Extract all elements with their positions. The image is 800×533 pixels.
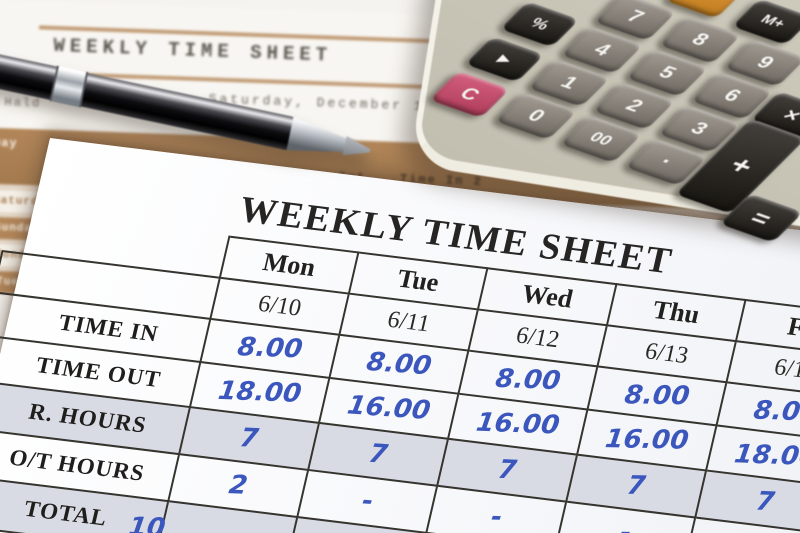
handwritten-value: 16.00 [474,407,562,441]
day-header: Mon [260,247,319,282]
handwritten-value: 7 [366,438,390,470]
date-value: 6/11 [385,306,433,337]
handwritten-value: 7 [495,455,519,486]
handwritten-value: - [488,502,504,533]
handwritten-value: 18.00 [216,376,304,409]
handwritten-value: 7 [237,423,261,454]
date-value: 6/13 [642,337,691,369]
day-header: Tue [394,263,442,298]
handwritten-value: 8.00 [364,347,434,382]
handwritten-value: 7 [753,486,777,517]
row-label: R. HOURS [26,398,150,438]
date-value: 6/12 [513,322,562,353]
day-header: Wed [518,278,576,314]
row-label: TOTAL [21,495,111,531]
handwritten-value: 16.00 [603,424,691,456]
background-day-column-header: Day [0,135,18,151]
handwritten-value: - [359,486,376,517]
row-label: TIME IN [56,309,161,347]
date-value: 6/14 [771,353,800,385]
background-left-text: Hald [4,95,42,111]
pen-ballpoint-tip [341,129,374,168]
row-label: O/T HOURS [6,444,148,486]
handwritten-value: 8.00 [493,364,563,397]
calc-key-orange [664,0,744,19]
handwritten-value: 10 [126,512,168,533]
date-value: 6/10 [255,290,304,322]
day-header: Fri [784,311,800,345]
handwritten-value: 8.00 [751,395,800,428]
handwritten-value: - [618,518,633,533]
handwritten-value: 8.00 [622,380,692,412]
handwritten-value: 7 [625,471,648,502]
handwritten-value: 8.00 [235,332,305,365]
row-label: TIME OUT [33,352,164,393]
day-header: Thu [650,295,703,330]
handwritten-value: 18.00 [732,439,800,473]
handwritten-value: 16.00 [344,390,433,426]
handwritten-value: 2 [227,470,250,501]
